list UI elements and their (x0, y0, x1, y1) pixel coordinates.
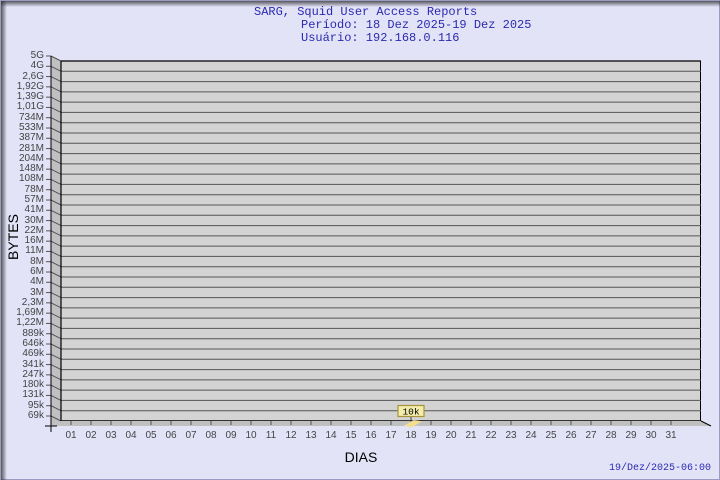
svg-text:10k: 10k (402, 406, 419, 417)
